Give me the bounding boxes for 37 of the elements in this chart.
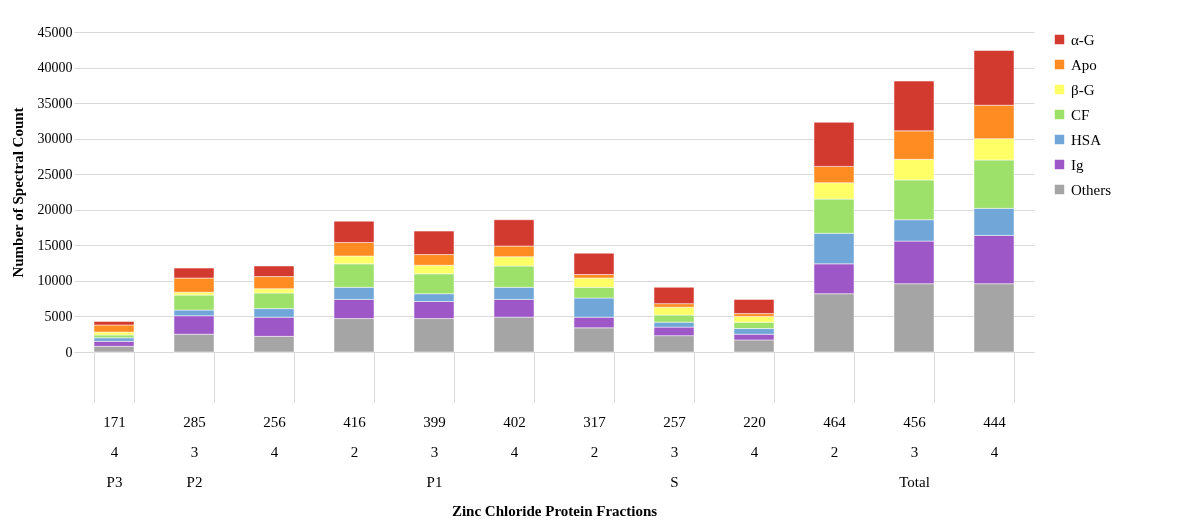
x-tick-label: 171 4 P3 [103,413,126,490]
x-tick-label: 399 3 P1 [423,413,446,490]
bar [93,346,135,353]
x-tick-label: 220 4 [743,413,766,460]
x-tick-label: 444 4 [983,413,1007,460]
y-tick-label: 35000 [37,95,73,111]
legend-label: Others [1071,181,1112,198]
x-tick-label: 402 4 [503,413,526,460]
y-tick-label: 25000 [37,166,73,182]
x-tick-label: 416 2 [343,413,367,460]
x-tick-label: 464 2 [823,413,847,460]
y-tick-label: 45000 [37,24,73,40]
y-tick-label: 0 [65,344,73,360]
x-tick-label: 285 3 P2 [183,413,206,490]
bar [653,287,695,304]
legend-label: HSA [1071,131,1102,148]
x-tick-label: 456 3 Total [899,413,930,490]
x-axis-title: Zinc Chloride Protein Fractions [451,502,658,519]
y-tick-label: 15000 [37,237,73,253]
legend-label: β-G [1071,81,1095,98]
y-tick-label: 10000 [37,273,73,289]
legend-label: CF [1071,106,1090,123]
y-axis-title: Number of Spectral Count [9,107,26,278]
bar [733,339,775,353]
legend-label: Apo [1071,56,1097,73]
bar [733,299,775,314]
bar [573,252,615,275]
x-tick-label: 256 4 [263,413,287,460]
y-tick-label: 40000 [37,60,73,76]
x-tick-label: 257 3 S [663,413,687,490]
bar [93,324,135,333]
legend-label: Ig [1071,156,1084,173]
x-tick-label: 317 2 [583,413,607,460]
y-tick-label: 20000 [37,202,73,218]
y-tick-label: 5000 [44,308,73,324]
legend-label: α-G [1071,31,1095,48]
y-tick-label: 30000 [37,131,73,147]
